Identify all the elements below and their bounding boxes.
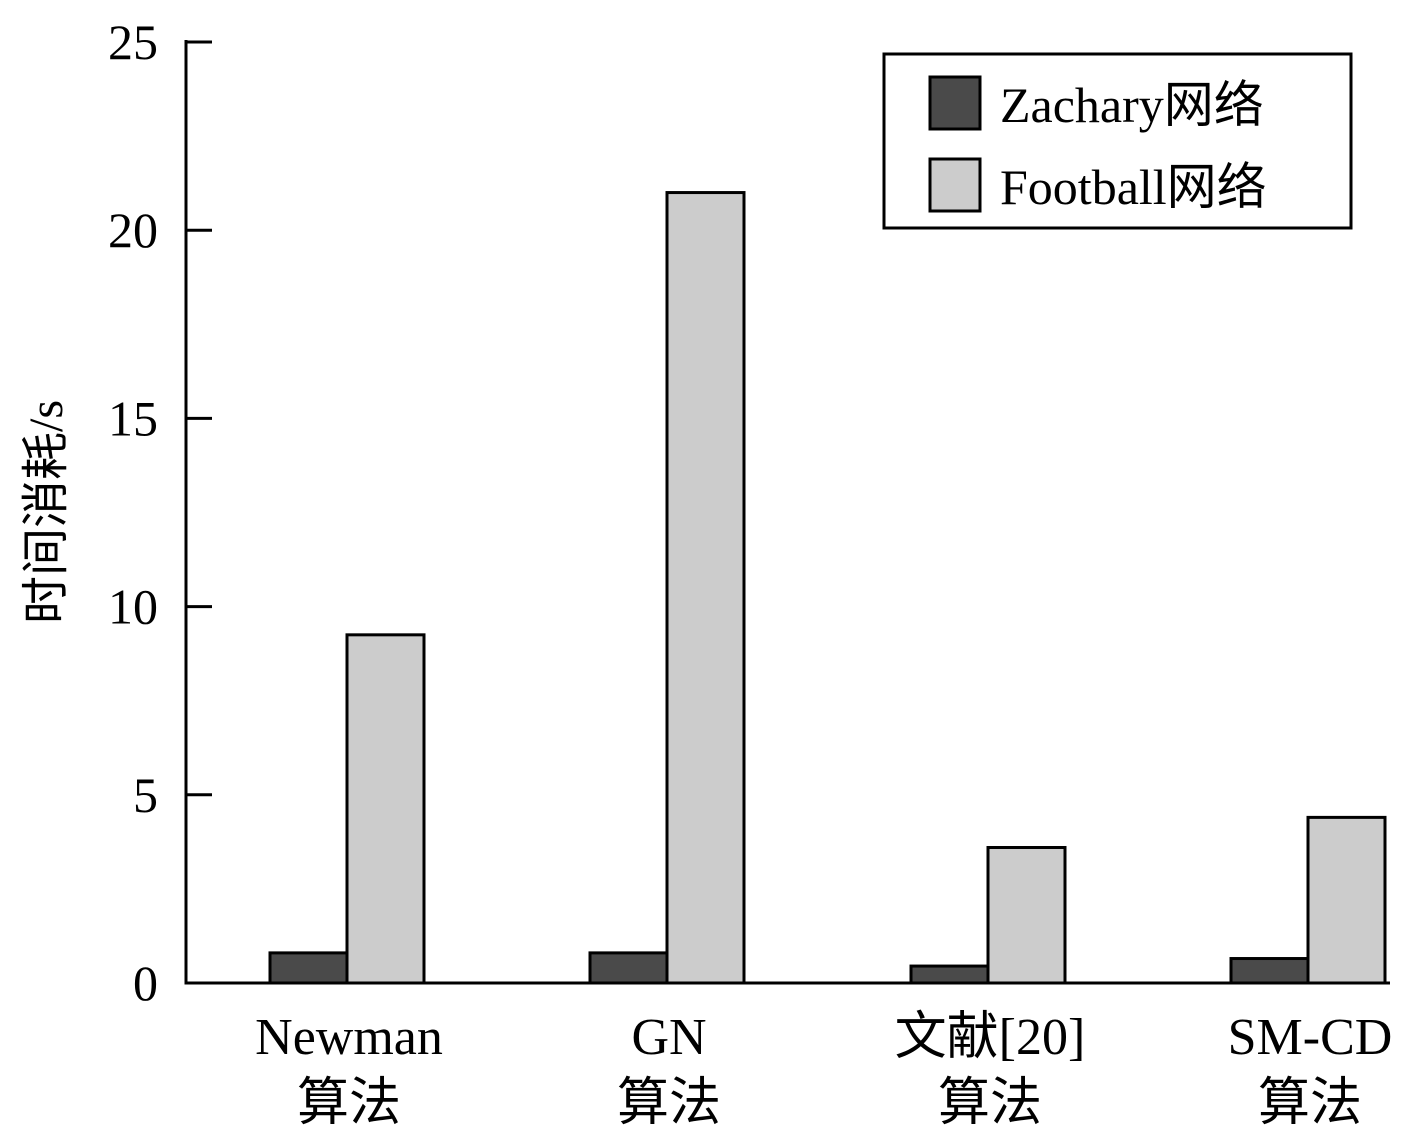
axes-layer	[184, 40, 1390, 985]
legend-label-football: Football网络	[1000, 159, 1267, 215]
x-tick-label-1-line-1: 算法	[617, 1075, 721, 1132]
y-tick-label-0: 0	[133, 955, 158, 1011]
bar-football-2	[986, 845, 1067, 985]
bars-layer	[268, 191, 1387, 985]
y-tick-label-4: 20	[108, 202, 158, 258]
bar-zachary-2	[909, 964, 990, 985]
x-tick-label-3-line-1: 算法	[1258, 1075, 1362, 1132]
bar-football-1	[665, 191, 746, 985]
y-tick-label-2: 10	[108, 579, 158, 635]
y-axis-label: 时间消耗/s	[20, 400, 73, 624]
bar-zachary-0	[268, 951, 349, 985]
bar-zachary-1	[588, 951, 669, 985]
legend-swatch-football	[928, 157, 982, 213]
x-tick-label-0-line-0: Newman	[255, 1009, 443, 1066]
y-ticks-layer: 0 5 10 15 20 25	[108, 14, 212, 1011]
x-tick-label-2-line-0: 文献[20]	[895, 1009, 1086, 1066]
legend-label-zachary: Zachary网络	[1000, 77, 1264, 133]
bar-football-0	[345, 633, 426, 985]
legend-swatch-zachary	[928, 75, 982, 131]
x-tick-label-2-line-1: 算法	[938, 1075, 1042, 1132]
bar-zachary-3	[1229, 957, 1310, 985]
x-tick-label-1-line-0: GN	[631, 1009, 706, 1066]
x-tick-label-0-line-1: 算法	[297, 1075, 401, 1132]
y-tick-label-1: 5	[133, 767, 158, 823]
x-labels-layer: Newman 算法 GN 算法 文献[20] 算法 SM-CD 算法	[255, 1009, 1392, 1132]
x-tick-label-3-line-0: SM-CD	[1228, 1009, 1393, 1066]
bar-football-3	[1306, 815, 1387, 985]
y-tick-label-5: 25	[108, 14, 158, 70]
y-tick-label-3: 15	[108, 390, 158, 446]
legend: Zachary网络 Football网络	[882, 52, 1353, 230]
